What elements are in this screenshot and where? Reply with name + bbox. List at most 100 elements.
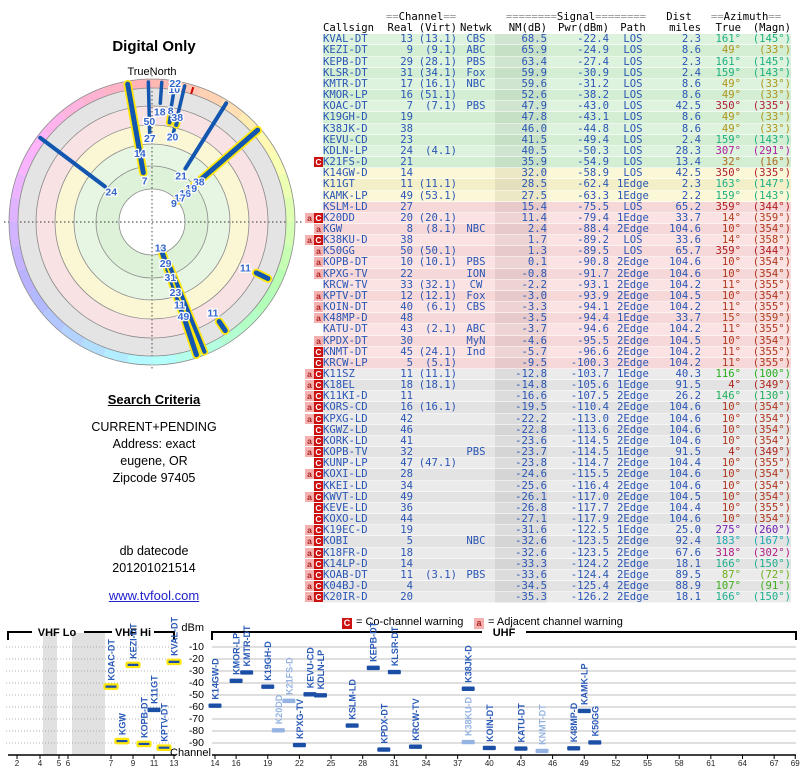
- callsign-cell[interactable]: KPDX-DT: [323, 335, 385, 347]
- callsign-cell[interactable]: K38JK-D: [323, 123, 385, 135]
- x-tick-label: 2: [15, 759, 20, 768]
- miles-cell: 65.2: [657, 201, 701, 213]
- callsign-cell[interactable]: KOPB-DT: [323, 257, 385, 269]
- power-dbm-cell: -107.5: [547, 391, 609, 403]
- true-azimuth-cell: 11°: [701, 301, 741, 314]
- radar-channel-label: 49: [178, 311, 190, 323]
- callsign-cell[interactable]: KRCW-LP: [323, 357, 385, 369]
- nm-db-cell: -22.2: [495, 413, 547, 425]
- callsign-cell[interactable]: KUNP-LP: [323, 458, 385, 470]
- path-cell: 2Edge: [609, 591, 657, 604]
- network-cell: [457, 157, 495, 169]
- virtual-channel-cell: (3.1): [413, 569, 457, 581]
- power-dbm-cell: -88.4: [547, 223, 609, 236]
- callsign-cell[interactable]: K38KU-D: [323, 234, 385, 247]
- callsign-cell[interactable]: KEVE-LD: [323, 502, 385, 515]
- callsign-cell[interactable]: K21FS-D: [323, 156, 385, 169]
- x-tick-label: 28: [358, 759, 367, 768]
- callsign-cell[interactable]: KKEI-LD: [323, 480, 385, 492]
- adjacent-warning-icon: a: [305, 536, 314, 547]
- callsign-cell[interactable]: K20DD: [323, 212, 385, 224]
- x-tick-label: 9: [131, 759, 136, 768]
- callsign-cell[interactable]: K19GH-D: [323, 112, 385, 124]
- callsign-cell[interactable]: KOXO-LD: [323, 513, 385, 526]
- callsign-cell[interactable]: KEZI-DT: [323, 45, 385, 57]
- path-cell: 1Edge: [609, 379, 657, 392]
- power-dbm-cell: -122.5: [547, 525, 609, 537]
- callsign-cell[interactable]: K11GT: [323, 179, 385, 191]
- callsign-cell[interactable]: KOBI: [323, 536, 385, 548]
- miles-cell: 104.6: [657, 268, 701, 280]
- row-warning-markers: C: [305, 480, 323, 492]
- callsign-cell[interactable]: KGW: [323, 223, 385, 236]
- callsign-cell[interactable]: KOAB-DT: [323, 569, 385, 581]
- callsign-cell[interactable]: KVAL-DT: [323, 34, 385, 46]
- azimuth-hue-ring: [238, 308, 262, 332]
- search-line: eugene, OR: [120, 454, 188, 468]
- callsign-cell[interactable]: K14LP-D: [323, 558, 385, 570]
- nm-db-cell: 2.4: [495, 223, 547, 236]
- callsign-cell[interactable]: K50GG: [323, 246, 385, 258]
- callsign-cell[interactable]: KRCW-TV: [323, 279, 385, 291]
- callsign-cell[interactable]: KMOR-LP: [323, 89, 385, 102]
- callsign-cell[interactable]: KEPB-DT: [323, 56, 385, 68]
- callsign-cell[interactable]: KORS-CD: [323, 402, 385, 414]
- network-cell: NBC: [457, 223, 495, 236]
- radar-channel-label: 16: [179, 188, 191, 200]
- station-label: KOAC-DT: [107, 639, 117, 681]
- true-azimuth-cell: 14°: [701, 234, 741, 247]
- db-datecode-label: db datecode: [119, 544, 189, 558]
- callsign-cell[interactable]: KPTV-DT: [323, 290, 385, 303]
- callsign-cell[interactable]: KMTR-DT: [323, 78, 385, 91]
- callsign-cell[interactable]: K11KI-D: [323, 391, 385, 403]
- real-channel-cell: 50: [385, 246, 413, 258]
- miles-cell: 28.3: [657, 145, 701, 158]
- network-cell: PBS: [457, 569, 495, 581]
- table-row: a C KOAB-DT 11 (3.1) PBS -33.6 -124.4 2Edge 89.5 8…: [305, 569, 791, 581]
- row-warning-markers: C: [305, 514, 323, 526]
- callsign-cell[interactable]: KOXI-LD: [323, 469, 385, 481]
- miles-cell: 42.5: [657, 101, 701, 113]
- callsign-cell[interactable]: KOAC-DT: [323, 101, 385, 113]
- network-cell: [457, 246, 495, 258]
- callsign-cell[interactable]: KGWZ-LD: [323, 424, 385, 436]
- callsign-cell[interactable]: KPXG-TV: [323, 268, 385, 280]
- callsign-cell[interactable]: KOPB-TV: [323, 446, 385, 459]
- virtual-channel-cell: (20.1): [413, 212, 457, 224]
- callsign-cell[interactable]: K20IR-D: [323, 591, 385, 604]
- miles-cell: 104.6: [657, 513, 701, 526]
- virtual-channel-cell: (47.1): [413, 458, 457, 470]
- callsign-cell[interactable]: K18EL: [323, 379, 385, 392]
- callsign-cell[interactable]: K19EC-D: [323, 525, 385, 537]
- callsign-cell[interactable]: K18FR-D: [323, 547, 385, 559]
- callsign-cell[interactable]: KWVT-LD: [323, 491, 385, 503]
- callsign-cell[interactable]: KSLM-LD: [323, 201, 385, 213]
- nm-db-cell: -0.8: [495, 268, 547, 280]
- callsign-cell[interactable]: KORK-LD: [323, 435, 385, 448]
- station-bar: [461, 686, 475, 691]
- callsign-cell[interactable]: KNMT-DT: [323, 346, 385, 358]
- miles-cell: 104.6: [657, 480, 701, 492]
- row-warning-markers: C: [305, 346, 323, 358]
- row-warning-markers: a: [305, 290, 323, 303]
- y-tick-label: -10: [188, 641, 204, 653]
- adjacent-channel-text: = Adjacent channel warning: [488, 616, 623, 628]
- callsign-cell[interactable]: KOIN-DT: [323, 301, 385, 314]
- nm-db-cell: -23.6: [495, 435, 547, 448]
- network-cell: [457, 514, 495, 526]
- row-warning-markers: [305, 112, 323, 124]
- callsign-cell[interactable]: K48MP-D: [323, 313, 385, 325]
- callsign-cell[interactable]: K14GW-D: [323, 168, 385, 180]
- real-channel-cell: 18: [385, 379, 413, 392]
- path-cell: 2Edge: [609, 335, 657, 347]
- callsign-cell[interactable]: KPXG-LD: [323, 413, 385, 425]
- callsign-cell[interactable]: K04BJ-D: [323, 580, 385, 593]
- callsign-cell[interactable]: K11SZ: [323, 368, 385, 381]
- path-cell: 1Edge: [609, 212, 657, 224]
- callsign-cell[interactable]: KEVU-CD: [323, 134, 385, 146]
- callsign-cell[interactable]: KAMK-LP: [323, 190, 385, 202]
- callsign-cell[interactable]: KATU-DT: [323, 324, 385, 336]
- callsign-cell[interactable]: KDLN-LP: [323, 145, 385, 158]
- tvfool-link[interactable]: www.tvfool.com: [108, 588, 200, 603]
- callsign-cell[interactable]: KLSR-DT: [323, 67, 385, 79]
